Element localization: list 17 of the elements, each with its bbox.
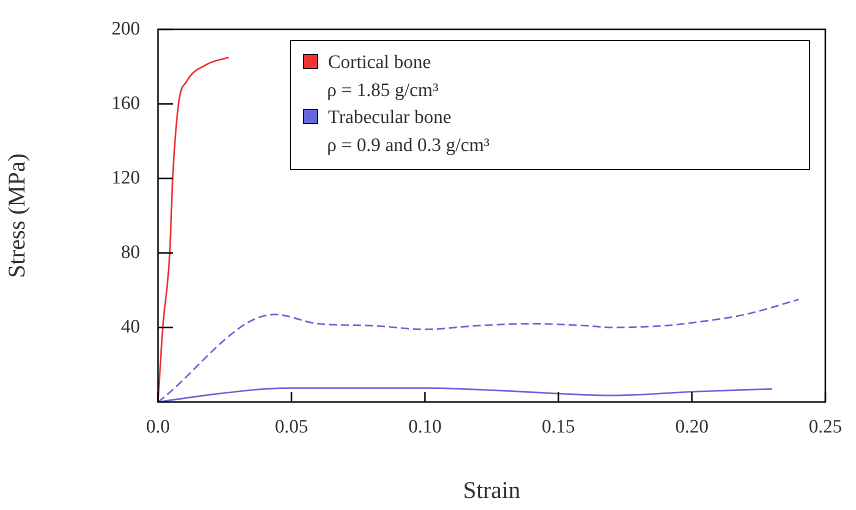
x-axis-title: Strain <box>463 478 520 504</box>
y-tick-label: 80 <box>121 242 140 263</box>
x-tick-label: 0.05 <box>274 416 308 438</box>
y-tick-label: 200 <box>112 18 140 40</box>
x-tick-label: 0.15 <box>542 416 576 438</box>
legend-label: Trabecular bone <box>327 106 452 130</box>
y-tick-label: 120 <box>112 167 140 188</box>
legend-label: Cortical bone <box>327 51 432 75</box>
y-axis-title: Stress (MPa) <box>4 153 31 278</box>
annotation: ρ = 1.85 g/cm³ <box>326 78 440 103</box>
y-tick-label: 160 <box>112 92 140 114</box>
annotation: ρ = 0.9 and 0.3 g/cm³ <box>326 134 491 158</box>
x-tick-label: 0.20 <box>675 416 709 438</box>
x-tick-label: 0.25 <box>808 416 842 438</box>
x-tick-label: 0.10 <box>408 416 442 438</box>
x-tick-label: 0.0 <box>146 416 170 438</box>
y-tick-label: 40 <box>121 316 140 338</box>
